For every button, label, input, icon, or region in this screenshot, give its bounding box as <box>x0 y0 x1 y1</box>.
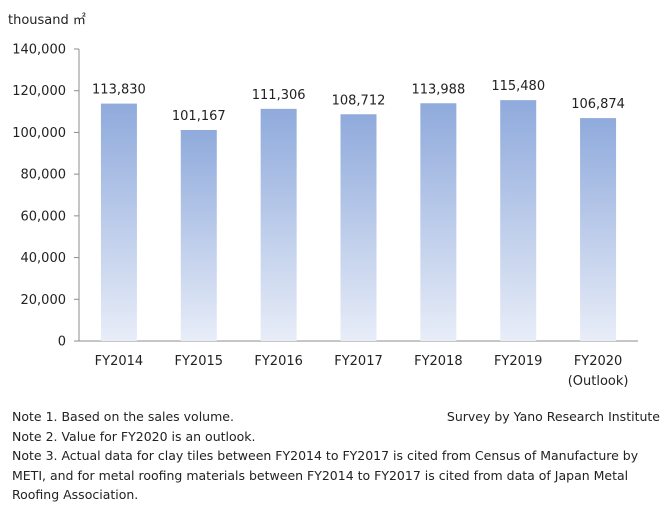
x-tick-label: (Outlook) <box>568 374 629 389</box>
x-tick-label: FY2019 <box>494 354 543 369</box>
bar <box>100 103 137 341</box>
bar <box>180 129 217 341</box>
bar <box>580 118 617 341</box>
y-tick-label: 120,000 <box>12 84 66 99</box>
y-tick-label: 140,000 <box>12 43 66 58</box>
data-label: 106,874 <box>571 97 625 112</box>
data-label: 115,480 <box>491 79 545 94</box>
notes: Note 1. Based on the sales volume. Note … <box>12 407 660 505</box>
y-tick-label: 80,000 <box>21 168 67 183</box>
data-label: 101,167 <box>172 109 226 124</box>
note-1: Note 1. Based on the sales volume. <box>12 409 234 424</box>
data-label: 113,830 <box>92 83 146 98</box>
x-tick-label: FY2017 <box>334 354 383 369</box>
bar-chart: thousand ㎡ 0 20,000 40,000 60,000 80,000 100,… <box>8 13 638 389</box>
x-tick-label: FY2014 <box>95 354 144 369</box>
x-tick-label: FY2018 <box>414 354 463 369</box>
y-tick-label: 0 <box>58 335 66 350</box>
data-label: 111,306 <box>252 88 306 103</box>
bar <box>420 103 457 341</box>
note-2: Note 2. Value for FY2020 is an outlook. <box>12 428 256 444</box>
bar <box>260 108 297 341</box>
data-label: 108,712 <box>332 93 386 108</box>
y-tick-label: 60,000 <box>21 209 67 224</box>
bar <box>340 114 377 341</box>
note-3: Note 3. Actual data for clay tiles betwe… <box>12 448 639 502</box>
x-tick-label: FY2020 <box>574 354 623 369</box>
x-axis: FY2014 FY2015 FY2016 FY2017 FY2018 FY2019 FY20… <box>95 354 629 389</box>
x-tick-label: FY2015 <box>175 354 224 369</box>
y-tick-label: 40,000 <box>21 251 67 266</box>
bar <box>500 100 537 341</box>
source-credit: Survey by Yano Research Institute <box>446 409 660 424</box>
data-label: 113,988 <box>411 82 465 97</box>
y-tick-label: 20,000 <box>21 293 67 308</box>
y-tick-label: 100,000 <box>12 126 66 141</box>
x-tick-label: FY2016 <box>254 354 303 369</box>
bars: 113,830 101,167 111,306 108,712 113,988 115,4… <box>92 79 625 341</box>
y-axis-label: thousand ㎡ <box>8 13 86 28</box>
